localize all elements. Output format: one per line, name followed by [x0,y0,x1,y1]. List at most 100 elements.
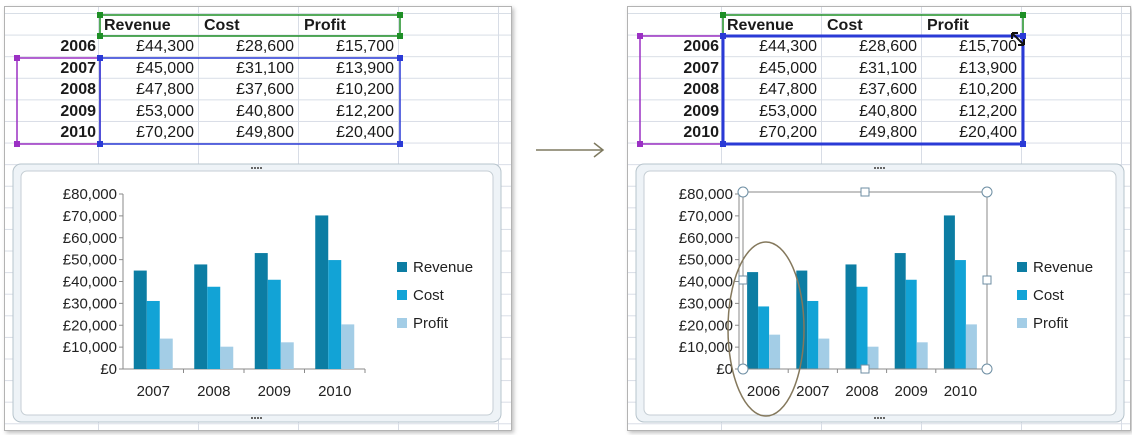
table-cell-revenue[interactable]: £44,300 [136,38,194,55]
table-cell-cost[interactable]: £28,600 [859,38,917,55]
header-range-outline [722,14,1024,37]
row-label-year[interactable]: 2010 [60,124,96,141]
selection-handle [637,33,643,39]
y-tick-label: £0 [716,361,733,378]
table-cell-cost[interactable]: £28,600 [236,38,294,55]
y-tick-label: £60,000 [679,230,733,247]
bar-profit-2008 [220,346,234,369]
table-cell-revenue[interactable]: £53,000 [759,103,817,120]
row-label-year[interactable]: 2008 [60,81,96,98]
table-cell-profit[interactable]: £15,700 [336,38,394,55]
legend-swatch-cost [397,290,407,300]
selection-handle [720,12,726,18]
x-tick-label: 2007 [137,383,170,400]
bar-revenue-2007 [133,270,147,369]
bar-revenue-2006 [747,272,759,369]
legend-label: Revenue [413,259,473,276]
legend-label: Revenue [1033,259,1093,276]
row-label-year[interactable]: 2010 [683,124,719,141]
legend-swatch-profit [1017,318,1027,328]
table-cell-cost[interactable]: £37,600 [236,81,294,98]
table-cell-revenue[interactable]: £53,000 [136,103,194,120]
row-label-year[interactable]: 2009 [683,103,719,120]
table-cell-cost[interactable]: £31,100 [859,60,917,77]
y-tick-label: £50,000 [679,252,733,269]
table-cell-profit[interactable]: £15,700 [959,38,1017,55]
bar-cost-2008 [856,286,868,369]
bar-cost-2009 [905,279,917,369]
table-cell-revenue[interactable]: £47,800 [136,81,194,98]
row-label-year[interactable]: 2009 [60,103,96,120]
edge-resize-handle [860,187,870,197]
row-label-year[interactable]: 2008 [683,81,719,98]
selection-handle [397,33,403,39]
table-cell-revenue[interactable]: £47,800 [759,81,817,98]
row-label-year[interactable]: 2007 [683,60,719,77]
row-label-year[interactable]: 2006 [60,38,96,55]
category-range-outline [639,35,724,145]
selection-handle [720,33,726,39]
y-tick-label: £80,000 [63,186,117,203]
table-cell-revenue[interactable]: £45,000 [759,60,817,77]
table-cell-profit[interactable]: £20,400 [959,124,1017,141]
table-cell-revenue[interactable]: £70,200 [759,124,817,141]
table-cell-cost[interactable]: £40,800 [859,103,917,120]
bar-profit-2008 [867,346,879,369]
table-cell-profit[interactable]: £13,900 [959,60,1017,77]
corner-resize-handle [981,363,993,375]
bar-cost-2010 [954,260,966,369]
bar-profit-2010 [341,324,355,369]
range-selection [14,12,403,147]
table-cell-cost[interactable]: £49,800 [236,124,294,141]
table-cell-revenue[interactable]: £45,000 [136,60,194,77]
bar-profit-2007 [818,338,830,369]
legend-swatch-revenue [1017,262,1027,272]
table-cell-cost[interactable]: £49,800 [859,124,917,141]
table-cell-revenue[interactable]: £44,300 [759,38,817,55]
x-tick-label: 2006 [747,383,780,400]
table-cell-cost[interactable]: £40,800 [236,103,294,120]
table-cell-profit[interactable]: £10,200 [336,81,394,98]
table-cell-profit[interactable]: £10,200 [959,81,1017,98]
selection-handle [97,55,103,61]
legend-swatch-profit [397,318,407,328]
column-header-revenue[interactable]: Revenue [104,17,171,34]
table-cell-profit[interactable]: £12,200 [336,103,394,120]
selection-handle [397,55,403,61]
y-tick-label: £40,000 [679,274,733,291]
spreadsheet-before: Revenue Cost Profit 2006 £44,300 £28,600 £15,7… [4,6,512,431]
selection-handle [637,141,643,147]
table-cell-profit[interactable]: £20,400 [336,124,394,141]
column-header-revenue[interactable]: Revenue [727,17,794,34]
bar-profit-2006 [769,334,781,369]
row-label-year[interactable]: 2006 [683,38,719,55]
table-cell-cost[interactable]: £37,600 [859,81,917,98]
corner-resize-handle [737,363,749,375]
legend-swatch-revenue [397,262,407,272]
column-chart: £0 £10,000 £20,000 £30,000 £40,000 £50,000 £60… [635,163,1125,423]
x-tick-label: 2007 [796,383,829,400]
bar-profit-2007 [159,338,173,369]
column-header-profit[interactable]: Profit [927,17,969,34]
y-tick-label: £70,000 [679,208,733,225]
selection-handle [14,55,20,61]
header-range-outline [99,14,401,37]
arrow-right-icon [536,142,605,158]
table-cell-profit[interactable]: £12,200 [959,103,1017,120]
x-tick-label: 2010 [944,383,977,400]
table-cell-profit[interactable]: £13,900 [336,60,394,77]
y-tick-label: £0 [100,361,117,378]
selection-handle [97,33,103,39]
table-cell-revenue[interactable]: £70,200 [136,124,194,141]
legend-label: Profit [1033,315,1069,332]
selection-handle [720,141,726,147]
table-cell-cost[interactable]: £31,100 [236,60,294,77]
legend-label: Cost [1033,287,1065,304]
resize-cursor-icon [1011,32,1025,46]
selection-handle [397,141,403,147]
column-header-cost[interactable]: Cost [827,17,863,34]
column-header-profit[interactable]: Profit [304,17,346,34]
row-label-year[interactable]: 2007 [60,60,96,77]
column-header-cost[interactable]: Cost [204,17,240,34]
selection-handle [97,141,103,147]
